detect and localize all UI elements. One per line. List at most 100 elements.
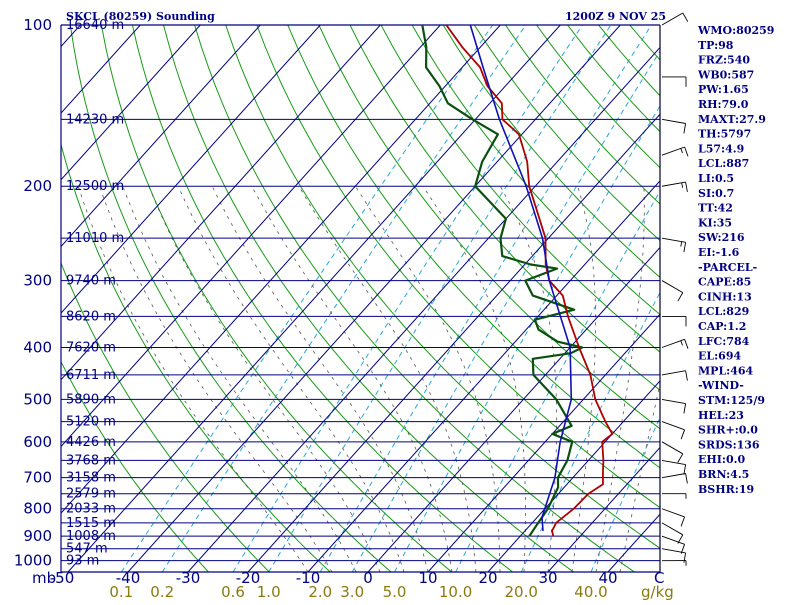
- stability-index: LFC:784: [698, 335, 750, 348]
- moist-adiabat: [299, 186, 476, 572]
- wind-barb-flag: [681, 517, 685, 526]
- temperature-tick-label: -30: [176, 569, 201, 587]
- stability-index: EL:694: [698, 350, 741, 363]
- stability-index: SRDS:136: [698, 438, 760, 451]
- stability-index: KI:35: [698, 216, 732, 229]
- mixing-ratio-tick-label: 1.0: [257, 583, 281, 600]
- stability-index: SI:0.7: [698, 187, 734, 200]
- wind-barb-flag: [678, 293, 683, 302]
- stability-index: LI:0.5: [698, 172, 734, 185]
- mixing-ratio-tick-label: 2.0: [308, 583, 332, 600]
- mixing-ratio-tick-label: 10.0: [439, 583, 472, 600]
- wind-barb-flag: [684, 404, 686, 414]
- height-label: 2579 m: [66, 487, 116, 502]
- isotherm: [0, 25, 20, 572]
- height-label: 9740 m: [66, 274, 116, 289]
- mixing-ratio-tick-label: 5.0: [383, 583, 407, 600]
- stability-index: LCL:829: [698, 305, 749, 318]
- isotherm: [248, 25, 740, 572]
- pressure-tick-label: 900: [23, 527, 52, 545]
- height-label: 4426 m: [66, 435, 116, 450]
- dry-adiabat: [505, 25, 800, 572]
- parcel-profile: [470, 25, 571, 531]
- stability-index: RH:79.0: [698, 98, 749, 111]
- height-label: 8620 m: [66, 309, 116, 324]
- stability-index: LCL:887: [698, 157, 749, 170]
- pressure-tick-label: 700: [23, 469, 52, 487]
- height-label: 14230 m: [66, 112, 124, 127]
- stability-index: EI:-1.6: [698, 246, 740, 259]
- mixing-ratio-tick-label: 3.0: [340, 583, 364, 600]
- wind-barb: [662, 442, 683, 454]
- wind-barb-flag: [686, 474, 688, 484]
- wind-barb: [662, 339, 685, 347]
- pressure-tick-label: 500: [23, 390, 52, 408]
- wind-barb-flag: [686, 182, 688, 192]
- wind-barb: [662, 523, 683, 535]
- isotherm: [0, 25, 380, 572]
- mixing-ratio-tick-label: 0.2: [150, 583, 174, 600]
- pressure-tick-label: 300: [23, 272, 52, 290]
- wind-barb-flag: [685, 147, 688, 156]
- height-label: 2033 m: [66, 502, 116, 517]
- mixing-ratio-tick-label: 20.0: [504, 583, 537, 600]
- dry-adiabat: [101, 25, 451, 572]
- moist-adiabat: [356, 186, 501, 572]
- dry-adiabat: [195, 25, 635, 572]
- stability-index: SHR+:0.0: [698, 424, 758, 437]
- wind-barb: [662, 399, 686, 403]
- stability-index: HEL:23: [698, 409, 744, 422]
- stability-index: CINH:13: [698, 290, 752, 303]
- mixing-ratio-tick-label: 0.1: [109, 583, 133, 600]
- temperature-tick-label: 0: [363, 569, 373, 587]
- isotherm: [68, 25, 560, 572]
- stability-index: MPL:464: [698, 364, 754, 377]
- isotherm: [188, 25, 680, 572]
- dry-adiabat: [257, 25, 756, 572]
- stability-index: BRN:4.5: [698, 468, 749, 481]
- stability-index: -WIND-: [698, 379, 744, 392]
- pressure-tick-label: 1000: [14, 552, 52, 570]
- wind-barb-flag: [681, 430, 685, 439]
- stability-index: -PARCEL-: [698, 261, 757, 274]
- isotherm: [548, 25, 800, 572]
- stability-index: SW:216: [698, 231, 745, 244]
- mixing-ratio-tick-label: 0.6: [221, 583, 245, 600]
- isotherm: [0, 25, 320, 572]
- wind-barb-half: [682, 183, 683, 188]
- height-label: 5120 m: [66, 415, 116, 430]
- height-label: 3158 m: [66, 471, 116, 486]
- temperature-tick-label: 20: [478, 569, 497, 587]
- dry-adiabat: [754, 25, 800, 572]
- pressure-tick-label: 400: [23, 339, 52, 357]
- stability-index: CAPE:85: [698, 276, 751, 289]
- height-label: 5890 m: [66, 392, 116, 407]
- height-label: 7620 m: [66, 341, 116, 356]
- moist-adiabat: [212, 186, 428, 572]
- wind-barb-flag: [683, 13, 688, 22]
- wind-barb-half: [681, 242, 682, 247]
- stability-index: EHI:0.0: [698, 453, 745, 466]
- wind-barb-flag: [678, 454, 683, 463]
- wind-barb-flag: [684, 553, 686, 563]
- height-label: 12500 m: [66, 179, 124, 194]
- stability-index: CAP:1.2: [698, 320, 746, 333]
- mixing-ratio-line: [269, 25, 611, 572]
- moist-adiabat: [123, 186, 356, 572]
- stability-index: WMO:80259: [697, 24, 774, 37]
- wind-barb: [662, 119, 686, 123]
- isotherm: [128, 25, 620, 572]
- wind-barb: [662, 509, 685, 517]
- pressure-tick-label: 800: [23, 500, 52, 518]
- stability-index: L57:4.9: [698, 142, 744, 155]
- wind-barb-flag: [686, 371, 688, 381]
- stability-index: TH:5797: [698, 128, 751, 141]
- height-label: 6711 m: [66, 368, 116, 383]
- wind-barb: [662, 474, 686, 478]
- moist-adiabat: [178, 186, 404, 572]
- stability-index: TT:42: [698, 202, 733, 215]
- wind-barb-flag: [685, 339, 688, 348]
- dry-adiabat: [537, 25, 800, 572]
- temperature-tick-label: 10: [418, 569, 437, 587]
